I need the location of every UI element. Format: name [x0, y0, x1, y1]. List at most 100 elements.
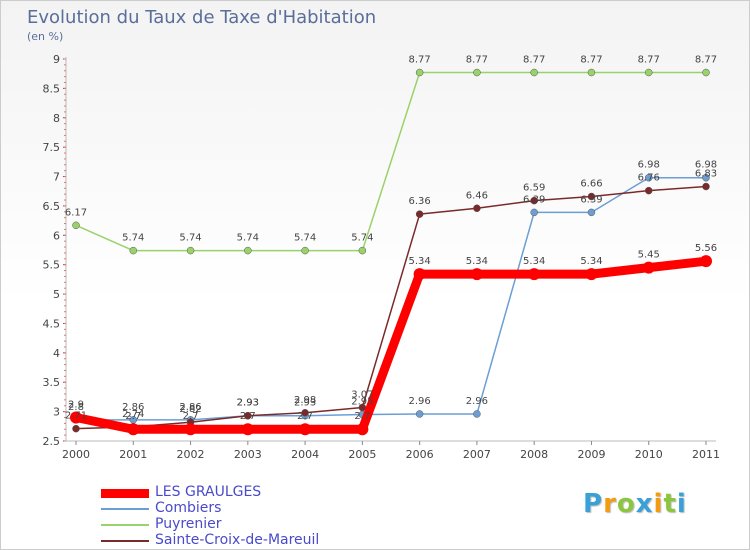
data-point: [358, 246, 367, 255]
legend-label: Puyrenier: [155, 516, 222, 532]
y-tick-label: 5: [53, 288, 60, 301]
y-tick-label: 2.5: [43, 435, 61, 448]
data-point: [473, 68, 481, 77]
data-label: 5.45: [638, 250, 660, 261]
data-label: 5.74: [237, 233, 259, 244]
data-point: [473, 204, 481, 213]
data-label: 8.77: [409, 55, 431, 66]
data-point: [415, 210, 424, 218]
data-label: 2.9: [68, 399, 84, 410]
data-label: 8.77: [580, 55, 602, 66]
data-point: [72, 221, 80, 230]
data-label: 2.95: [351, 397, 373, 408]
data-point: [129, 246, 138, 255]
data-label: 2.98: [294, 395, 316, 406]
data-point: [241, 423, 254, 436]
brand-logo: Proxiti: [583, 489, 687, 519]
data-point: [702, 182, 710, 191]
data-point: [530, 196, 538, 205]
data-label: 5.74: [122, 233, 144, 244]
data-label: 5.74: [294, 233, 316, 244]
y-tick-label: 7: [53, 171, 60, 184]
data-point: [301, 246, 309, 255]
data-point: [702, 173, 710, 182]
data-label: 2.7: [125, 411, 141, 422]
brand-letter: x: [635, 489, 654, 519]
legend-swatch: [101, 540, 149, 542]
data-label: 2.93: [294, 398, 316, 409]
y-tick-label: 4: [53, 347, 60, 360]
y-tick-label: 6: [53, 229, 60, 242]
series-line: [75, 256, 707, 434]
data-point: [415, 68, 424, 77]
x-tick-label: 2007: [463, 448, 491, 461]
data-point: [587, 192, 596, 201]
series-line: [75, 71, 706, 252]
data-point: [413, 268, 426, 281]
data-label: 5.34: [523, 256, 545, 267]
y-tick-label: 7.5: [43, 141, 61, 154]
x-tick-label: 2005: [348, 448, 376, 461]
data-label: 2.74: [122, 409, 144, 420]
data-point: [356, 423, 369, 436]
data-point: [186, 246, 195, 255]
data-label: 5.74: [179, 233, 201, 244]
legend-swatch: [101, 508, 149, 510]
x-tick-label: 2008: [520, 448, 548, 461]
data-point: [642, 261, 655, 274]
brand-letter: i: [653, 489, 664, 519]
data-point: [587, 208, 596, 217]
y-tick-label: 3: [53, 406, 60, 419]
data-label: 5.34: [580, 256, 602, 267]
data-point: [299, 423, 312, 436]
data-label: 2.71: [65, 411, 87, 422]
data-point: [587, 68, 596, 77]
y-tick-label: 3.5: [43, 376, 61, 389]
data-point: [585, 268, 598, 281]
data-label: 2.7: [240, 411, 256, 422]
data-point: [72, 424, 80, 433]
data-point: [244, 411, 252, 420]
data-label: 5.56: [695, 243, 717, 254]
data-label: 5.74: [351, 233, 373, 244]
data-point: [301, 409, 309, 417]
data-point: [470, 268, 483, 281]
data-point: [702, 68, 710, 77]
data-point: [644, 186, 653, 195]
data-label: 6.17: [65, 207, 87, 218]
chart-unit-label: (en %): [27, 30, 64, 43]
data-label: 2.96: [409, 396, 431, 407]
legend-swatch: [101, 524, 149, 526]
y-tick-label: 5.5: [43, 259, 61, 272]
data-label: 2.7: [183, 411, 199, 422]
data-label: 2.8: [68, 402, 84, 413]
data-label: 6.46: [466, 190, 488, 201]
legend-label: LES GRAULGES: [155, 484, 262, 500]
data-label: 2.93: [237, 398, 259, 409]
data-point: [184, 423, 197, 436]
y-tick-label: 6.5: [43, 200, 61, 213]
data-label: 2.7: [354, 411, 370, 422]
brand-letter: r: [603, 489, 617, 519]
data-label: 6.39: [523, 194, 545, 205]
data-label: 8.77: [638, 55, 660, 66]
data-label: 2.86: [179, 402, 201, 413]
legend-label: Combiers: [155, 500, 222, 516]
data-label: 5.34: [466, 256, 488, 267]
brand-letter: o: [616, 489, 636, 519]
data-label: 8.77: [695, 55, 717, 66]
brand-letter: P: [583, 489, 604, 519]
data-label: 6.39: [580, 194, 602, 205]
legend-label: Sainte-Croix-de-Mareuil: [155, 532, 320, 548]
data-point: [530, 68, 538, 77]
data-label: 6.59: [523, 183, 545, 194]
x-tick-label: 2004: [291, 448, 319, 461]
brand-letter: i: [676, 489, 687, 519]
data-label: 2.82: [179, 404, 201, 415]
chart-title: Evolution du Taux de Taxe d'Habitation: [27, 7, 377, 28]
data-point: [644, 68, 653, 77]
x-tick-label: 2011: [692, 448, 720, 461]
x-tick-label: 2002: [177, 448, 205, 461]
